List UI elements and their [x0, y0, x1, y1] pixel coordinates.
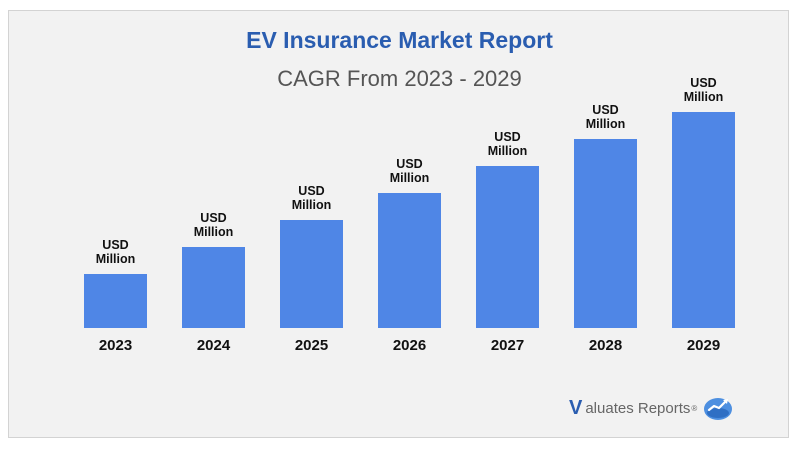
bar-2028	[574, 139, 637, 328]
x-tick-label-2028: 2028	[589, 337, 622, 354]
chart-title: EV Insurance Market Report	[246, 27, 553, 53]
chart-globe-icon	[704, 398, 733, 420]
x-tick-label-2029: 2029	[687, 337, 720, 354]
bar-2027	[476, 166, 539, 328]
bar-chart: USD Million 2023 USD Million 2024 USD Million 20…	[84, 76, 735, 354]
x-tick-label-2027: 2027	[491, 337, 524, 354]
data-label-2026: USD Million	[390, 157, 430, 185]
data-label-2027: USD Million	[488, 130, 528, 158]
data-label-2025: USD Million	[292, 184, 332, 212]
bar-2029	[672, 112, 735, 328]
x-tick-label-2025: 2025	[295, 337, 328, 354]
chart-frame: EV Insurance Market Report CAGR From 202…	[8, 10, 789, 438]
chart-subtitle: CAGR From 2023 - 2029	[277, 66, 522, 91]
data-label-2024: USD Million	[194, 211, 234, 239]
bar-2025	[280, 220, 343, 328]
brand-name: aluates Reports	[585, 399, 691, 417]
brand-registered-mark: ®	[691, 403, 698, 413]
brand-logo-letter: V	[569, 396, 583, 419]
bar-2024	[182, 247, 245, 328]
x-tick-label-2024: 2024	[197, 337, 231, 354]
bar-2023	[84, 274, 147, 328]
data-label-2023: USD Million	[96, 238, 136, 266]
x-tick-label-2026: 2026	[393, 337, 426, 354]
brand-logo: V aluates Reports ®	[569, 395, 733, 421]
data-label-2029: USD Million	[684, 76, 724, 104]
bar-2026	[378, 193, 441, 328]
data-label-2028: USD Million	[586, 103, 626, 131]
x-tick-label-2023: 2023	[99, 337, 132, 354]
